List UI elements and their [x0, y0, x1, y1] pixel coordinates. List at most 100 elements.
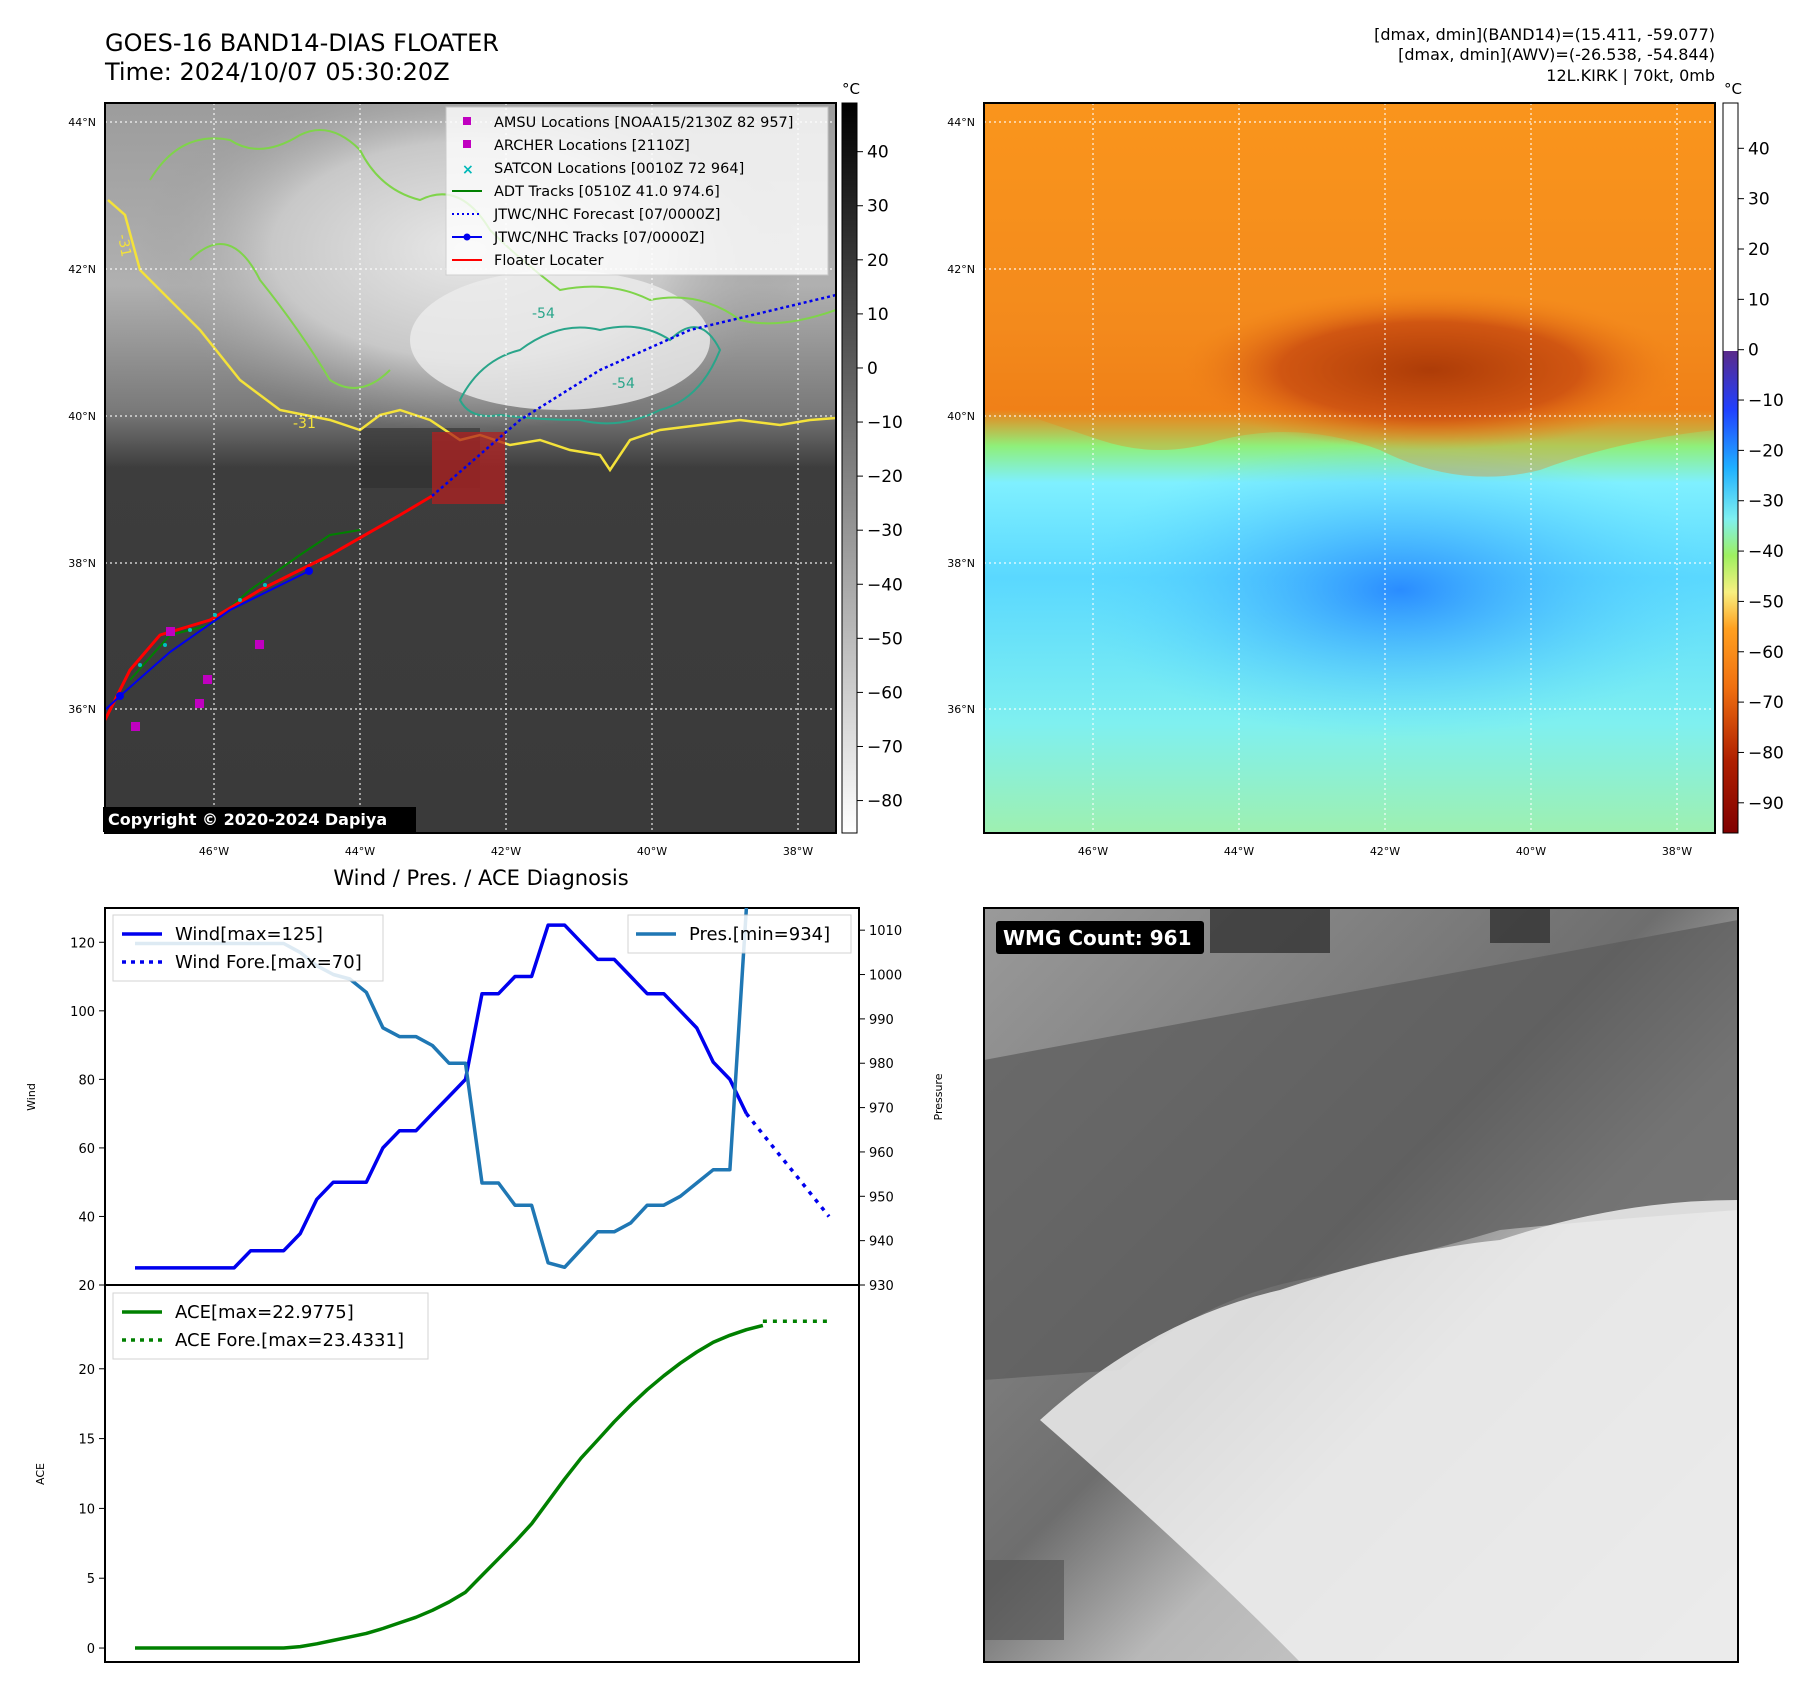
contour-label-4: -54: [612, 376, 635, 392]
diagnosis-chart: Wind / Pres. / ACE Diagnosis Wind Pressu…: [25, 866, 945, 1663]
wind-ytick-label: 100: [70, 1005, 95, 1020]
awv-lat-label: 44°N: [947, 116, 975, 129]
colorbar-tick-label: 10: [1748, 290, 1770, 310]
awv-lon-label: 44°W: [1224, 845, 1254, 858]
awv-lon-label: 42°W: [1370, 845, 1400, 858]
amsu-point: [166, 627, 175, 636]
wind-line: [135, 923, 748, 1270]
awv-lon-label: 40°W: [1516, 845, 1546, 858]
ace-line: [135, 1323, 764, 1650]
wmg-dark-patch: [984, 1560, 1064, 1640]
awv-lon-labels: 46°W 44°W 42°W 40°W 38°W: [1078, 845, 1692, 858]
awv-colorbar-unit: °C: [1724, 80, 1742, 98]
wmg-dark-patch: [1490, 908, 1550, 943]
legend-label-amsu: AMSU Locations [NOAA15/2130Z 82 957]: [494, 115, 793, 131]
colorbar-tick-label: −30: [867, 521, 903, 541]
colorbar-tick-label: 30: [867, 197, 889, 217]
storm-info: 12L.KIRK | 70kt, 0mb: [1546, 66, 1715, 85]
legend-label-tracks: JTWC/NHC Tracks [07/0000Z]: [493, 230, 705, 246]
pres-ytick-label: 930: [869, 1279, 894, 1294]
colorbar-tick-label: −80: [1748, 743, 1784, 763]
colorbar-tick-label: −70: [1748, 693, 1784, 713]
awv-lat-labels: 44°N 42°N 40°N 38°N 36°N: [947, 116, 975, 716]
map-lat-label: 42°N: [68, 263, 96, 276]
colorbar-tick-label: −70: [867, 737, 903, 757]
amsu-point: [255, 640, 264, 649]
legend-label-forecast: JTWC/NHC Forecast [07/0000Z]: [493, 207, 720, 223]
awv-lat-label: 38°N: [947, 557, 975, 570]
ace-ytick-label: 10: [78, 1502, 95, 1517]
ace-ytick-label: 0: [87, 1642, 95, 1657]
awv-dry-region: [1080, 440, 1715, 740]
dmax-awv: [dmax, dmin](AWV)=(-26.538, -54.844): [1398, 45, 1715, 64]
ir-colorbar-bar: [841, 102, 858, 834]
ir-colorbar: °C 40 30 20 10 0 −10 −20 −30 −40 −50 −60 −70 −80: [841, 80, 903, 834]
colorbar-tick-label: −40: [1748, 542, 1784, 562]
colorbar-tick-label: 10: [867, 305, 889, 325]
colorbar-tick-label: −10: [1748, 391, 1784, 411]
wind-legend: Wind[max=125] Wind Fore.[max=70]: [112, 914, 384, 982]
copyright-text: Copyright © 2020-2024 Dapiya: [108, 810, 387, 829]
colorbar-tick-label: 20: [867, 251, 889, 271]
copyright-badge: [103, 807, 416, 832]
pres-legend: Pres.[min=934]: [627, 914, 852, 954]
awv-colorbar-bar: [1722, 102, 1739, 834]
awv-panel: 44°N 42°N 40°N 38°N 36°N 46°W 44°W 42°W …: [947, 80, 1784, 858]
chart-title: Wind / Pres. / ACE Diagnosis: [333, 866, 628, 890]
colorbar-tick-label: 0: [1748, 341, 1759, 361]
colorbar-tick-label: 20: [1748, 240, 1770, 260]
colorbar-tick-label: 40: [1748, 139, 1770, 159]
colorbar-tick-label: 30: [1748, 190, 1770, 210]
wind-ytick-label: 80: [78, 1073, 95, 1088]
legend-marker-tracks-dot: [463, 233, 471, 241]
awv-dark-core: [1180, 290, 1680, 450]
map-lon-labels: 46°W 44°W 42°W 40°W 38°W: [199, 845, 813, 858]
pres-ytick-label: 950: [869, 1190, 894, 1205]
colorbar-tick-label: −60: [867, 683, 903, 703]
ir-cloud-core: [410, 270, 710, 410]
colorbar-tick-label: −30: [1748, 492, 1784, 512]
pres-ytick-label: 1010: [869, 924, 902, 939]
floater-box: [432, 432, 505, 504]
jtwc-forecast-track: [431, 293, 836, 497]
awv-moist-edge: [984, 103, 1715, 477]
contour-label-3: -54: [532, 306, 555, 322]
legend-windfore-label: Wind Fore.[max=70]: [175, 952, 362, 973]
ace-chart-marks: 0 5 10 15 20: [78, 1319, 829, 1657]
amsu-point: [195, 699, 204, 708]
wmg-frame: [983, 907, 1739, 1663]
contour-label-2: -31: [293, 416, 316, 432]
wind-ytick-label: 60: [78, 1142, 95, 1157]
map-legend: AMSU Locations [NOAA15/2130Z 82 957] ARC…: [445, 106, 829, 276]
satcon-points: [138, 583, 267, 667]
colorbar-tick-label: −20: [1748, 441, 1784, 461]
wind-ytick-label: 120: [70, 936, 95, 951]
wmg-bright-band: [1040, 1200, 1738, 1662]
pres-ytick-label: 1000: [869, 969, 902, 984]
wmg-count-label: WMG Count: 961: [1003, 926, 1192, 950]
legend-marker-amsu: [463, 117, 471, 125]
ace-axes-frame: [104, 1284, 860, 1663]
pres-ytick-label: 940: [869, 1235, 894, 1250]
pressure-axis-label: Pressure: [932, 1073, 945, 1120]
colorbar-tick-label: −50: [1748, 592, 1784, 612]
wind-ytick-label: 40: [78, 1210, 95, 1225]
legend-marker-satcon: ×: [462, 162, 474, 178]
amsu-point: [203, 675, 212, 684]
ace-ytick-label: 20: [78, 1363, 95, 1378]
ace-legend: ACE[max=22.9775] ACE Fore.[max=23.4331]: [112, 1292, 429, 1360]
awv-lon-label: 46°W: [1078, 845, 1108, 858]
map-lat-label: 44°N: [68, 116, 96, 129]
ir-colorbar-unit: °C: [842, 80, 860, 98]
wmg-dark-patch: [1210, 908, 1330, 953]
pres-ytick-label: 980: [869, 1057, 894, 1072]
legend-label-satcon: SATCON Locations [0010Z 72 964]: [494, 161, 744, 177]
awv-lat-label: 42°N: [947, 263, 975, 276]
legend-label-floater: Floater Locater: [494, 253, 603, 269]
awv-lon-label: 38°W: [1662, 845, 1692, 858]
legend-acefore-label: ACE Fore.[max=23.4331]: [175, 1330, 404, 1351]
wmg-panel: WMG Count: 961: [983, 907, 1739, 1663]
map-frame: [104, 102, 837, 834]
jtwc-track-point: [305, 567, 313, 575]
